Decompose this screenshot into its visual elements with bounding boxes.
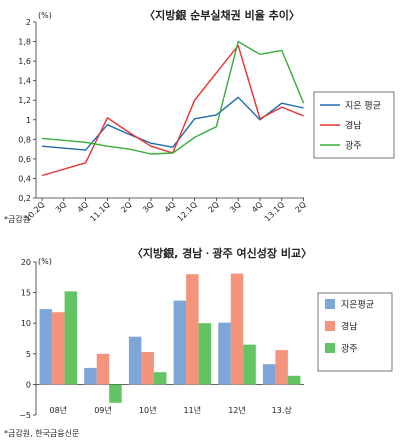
line-chart-legend-label: 경남 xyxy=(345,120,362,132)
line-chart-x-tick-label: 3Q xyxy=(54,200,68,214)
bar-s1-4 xyxy=(230,273,244,385)
bar-chart-y-tick-label: −5 xyxy=(19,411,31,420)
line-series-s1 xyxy=(41,44,304,177)
bar-s1-2 xyxy=(141,352,154,385)
line-chart-x-tick-label: 12.1Q xyxy=(176,200,199,223)
bar-chart-legend-swatch xyxy=(325,299,335,309)
bar-chart-x-tick-label: 08년 xyxy=(50,405,68,415)
line-chart-y-tick-label: 1 xyxy=(26,116,31,125)
bar-chart-legend-label: 지은평균 xyxy=(341,300,374,311)
bar-chart-x-tick-label: 10년 xyxy=(139,405,157,415)
bar-s0-1 xyxy=(84,367,97,385)
bar-s1-0 xyxy=(52,312,65,385)
line-chart-series xyxy=(41,40,305,177)
bar-chart-y-ticks: 20 15 10 5 0 −5 xyxy=(19,258,36,420)
line-chart-y-tick-label: 0,6 xyxy=(18,155,31,164)
bar-chart-y-tick-label: 20 xyxy=(21,258,31,267)
line-chart-y-tick-label: 1,8 xyxy=(18,38,31,47)
bar-s0-4 xyxy=(218,322,231,385)
bar-chart-x-tick-label: 11년 xyxy=(184,405,202,415)
bar-s2-4 xyxy=(243,344,256,385)
bar-chart-title: 〈지방銀, 경남ㆍ광주 여신성장 비교〉 xyxy=(132,246,312,260)
line-chart-y-tick-label: 1,6 xyxy=(18,57,31,66)
line-chart-x-tick-label: 11.1Q xyxy=(88,200,111,223)
bar-chart-y-tick-label: 5 xyxy=(26,350,31,359)
line-chart-y-ticks: 2 1,8 1,6 1,4 1,2 1 0,8 0,6 0,4 0,2 xyxy=(18,18,36,203)
line-chart-source: *금감원 xyxy=(4,214,30,224)
line-chart-x-tick-label: 4Q xyxy=(76,200,90,214)
bar-chart-x-ticks: 08년 09년 10년 11년 12년 13.상 xyxy=(50,405,293,415)
line-chart-y-tick-label: 0,8 xyxy=(18,135,31,144)
line-chart-legend-label: 광주 xyxy=(345,140,362,152)
line-chart-title: 〈지방銀 순부실채권 비율 추이〉 xyxy=(144,8,300,22)
line-chart-y-tick-label: 1,4 xyxy=(18,77,31,86)
line-chart-x-tick-label: 2Q xyxy=(206,200,220,214)
bar-s2-0 xyxy=(64,291,78,385)
bar-chart-unit: (%) xyxy=(38,257,52,266)
bar-s2-1 xyxy=(109,384,122,403)
line-chart-x-tick-label: 13.1Q xyxy=(263,200,286,223)
bar-chart-source: *금감원, 한국금융신문 xyxy=(4,428,79,438)
line-chart-x-tick-label: 3Q xyxy=(228,200,242,214)
line-chart-y-tick-label: 0,2 xyxy=(18,194,31,203)
bar-s1-1 xyxy=(96,353,110,385)
bar-chart-legend-swatch xyxy=(325,321,335,331)
line-chart-x-tick-label: 4Q xyxy=(163,200,177,214)
bar-s0-0 xyxy=(39,309,53,385)
line-chart-unit: (%) xyxy=(38,11,52,20)
bar-chart-x-tick-label: 13.상 xyxy=(272,405,293,415)
line-chart-x-tick-label: 4Q xyxy=(250,200,264,214)
bar-chart-y-tick-label: 15 xyxy=(21,289,31,298)
bar-chart-x-tick-label: 12년 xyxy=(228,405,246,415)
bar-chart-axes xyxy=(35,262,304,415)
bar-chart-legend-swatch xyxy=(325,343,335,353)
bar-chart-bars xyxy=(39,273,301,403)
line-chart-y-tick-label: 2 xyxy=(26,18,31,27)
line-chart: 〈지방銀 순부실채권 비율 추이〉 (%) 2 1,8 1,6 1,4 1,2 1 0,8 0… xyxy=(4,8,395,224)
line-chart-x-tick-label: 2Q xyxy=(119,200,133,214)
line-chart-x-tick-label: 2Q xyxy=(294,200,308,214)
line-chart-y-tick-label: 1,2 xyxy=(18,96,31,105)
bar-chart-y-tick-label: 10 xyxy=(21,319,31,328)
bar-s0-2 xyxy=(128,336,142,385)
bar-s0-5 xyxy=(262,364,276,385)
line-chart-axes xyxy=(35,22,304,199)
bar-s2-2 xyxy=(153,372,167,385)
bar-s2-5 xyxy=(287,375,301,385)
line-series-s2 xyxy=(41,40,305,155)
line-chart-legend-label: 지은 평균 xyxy=(345,101,381,112)
bar-chart-x-tick-label: 09년 xyxy=(94,405,112,415)
bar-s1-3 xyxy=(186,274,199,385)
line-chart-y-tick-label: 0,4 xyxy=(18,174,31,183)
bar-s2-3 xyxy=(198,323,212,385)
line-chart-x-tick-label: 3Q xyxy=(141,200,155,214)
bar-chart-legend-label: 광주 xyxy=(341,343,358,355)
bar-s1-5 xyxy=(275,350,288,385)
bar-s0-3 xyxy=(173,300,187,385)
bar-chart-y-tick-label: 0 xyxy=(26,380,31,389)
bar-chart-legend-label: 경남 xyxy=(341,321,358,333)
